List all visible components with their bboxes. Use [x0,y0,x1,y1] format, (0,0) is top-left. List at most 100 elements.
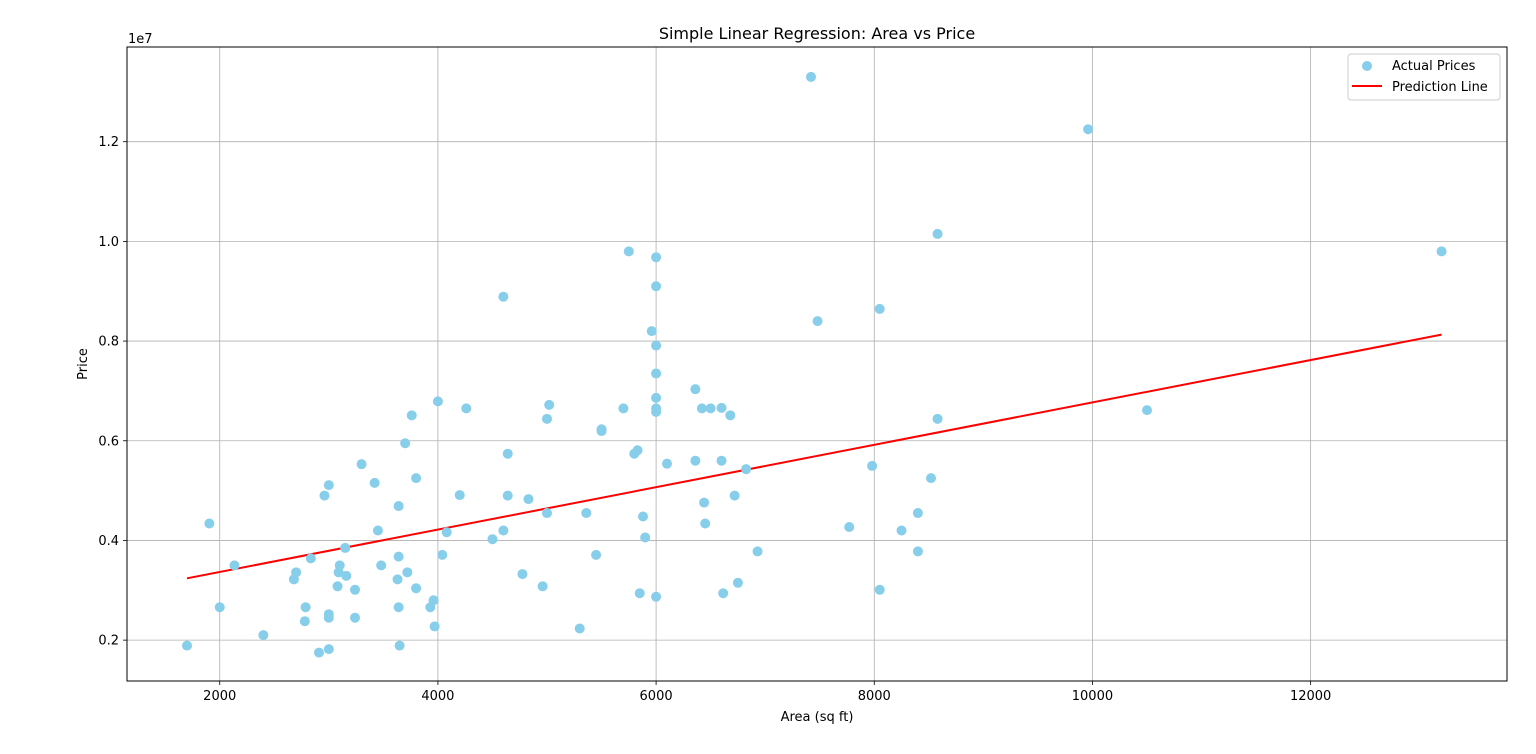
data-point [300,602,311,613]
data-point [341,570,352,581]
y-tick-label: 0.4 [98,534,119,549]
data-point [912,546,923,557]
data-point [896,525,907,536]
data-point [393,551,404,562]
x-tick-label: 6000 [640,689,673,704]
data-point [498,525,509,536]
data-point [732,577,743,588]
data-point [319,490,330,501]
data-point [523,494,534,505]
data-point [718,588,729,599]
y-tick-label: 0.6 [98,434,119,449]
data-point [406,410,417,421]
data-point [411,583,422,594]
chart-title: Simple Linear Regression: Area vs Price [659,24,975,43]
data-point [454,490,465,501]
data-point [1436,246,1447,257]
plot-frame [126,46,1508,682]
data-point [369,477,380,488]
data-point [926,473,936,484]
data-point [662,458,672,469]
data-point [634,588,645,599]
data-point [806,71,816,82]
data-point [696,403,707,414]
x-axis-label: Area (sq ft) [781,710,854,725]
data-point [629,448,640,459]
data-point [638,511,648,522]
data-point [716,402,727,413]
data-point [498,291,509,302]
data-point [402,567,413,578]
data-point [651,252,662,263]
data-point [400,438,411,449]
data-point [372,525,383,536]
data-point [729,490,740,501]
legend-scatter-marker [1362,61,1372,71]
data-point [932,413,943,424]
data-point [461,403,472,414]
prediction-line [186,333,1442,580]
data-point [574,623,585,634]
data-point [874,303,885,314]
y-axis-label: Price [76,348,91,380]
data-point [912,508,923,519]
data-point [429,621,440,632]
data-point [542,508,552,519]
data-point [376,560,387,571]
data-point [651,406,662,417]
data-point [258,630,269,641]
data-point [581,508,592,519]
prediction-line-layer [186,333,1442,580]
data-point [323,612,334,623]
legend: Actual Prices Prediction Line [1347,53,1501,101]
data-point [544,399,555,410]
y-tick-label: 1.2 [98,135,119,150]
data-point [350,612,360,623]
data-point [182,640,192,651]
data-point [623,246,634,257]
x-tick-label: 4000 [421,689,454,704]
data-point [651,340,662,351]
data-point [314,647,324,658]
data-point [425,602,436,613]
data-point [725,410,736,421]
legend-label-actual: Actual Prices [1392,59,1476,74]
data-point [651,281,662,292]
data-point [288,574,299,585]
data-point [874,584,885,595]
data-point [699,497,710,508]
data-point [618,403,629,414]
legend-label-prediction: Prediction Line [1392,80,1488,95]
data-point [700,518,711,529]
data-point [517,569,528,580]
data-point [323,480,334,491]
data-point [350,584,360,595]
data-point [394,640,405,651]
data-point [437,549,448,560]
data-point [596,426,607,437]
data-point [690,455,701,466]
data-point [844,521,855,532]
data-point [333,567,344,578]
x-tick-label: 10000 [1072,689,1113,704]
data-point [867,460,878,471]
data-point [1083,124,1094,135]
data-point [487,534,498,545]
data-point [323,644,334,655]
data-point [332,581,343,592]
data-point [716,455,727,466]
data-point [441,527,452,538]
data-point [640,532,651,543]
data-point [705,403,716,414]
data-point [432,396,443,407]
y-offset-label: 1e7 [128,32,153,47]
y-tick-label: 1.0 [98,235,119,250]
data-point [411,473,422,484]
y-tick-label: 0.8 [98,335,119,350]
data-point [651,591,662,602]
data-point [502,448,513,459]
data-point [305,553,316,564]
data-point [932,228,943,239]
